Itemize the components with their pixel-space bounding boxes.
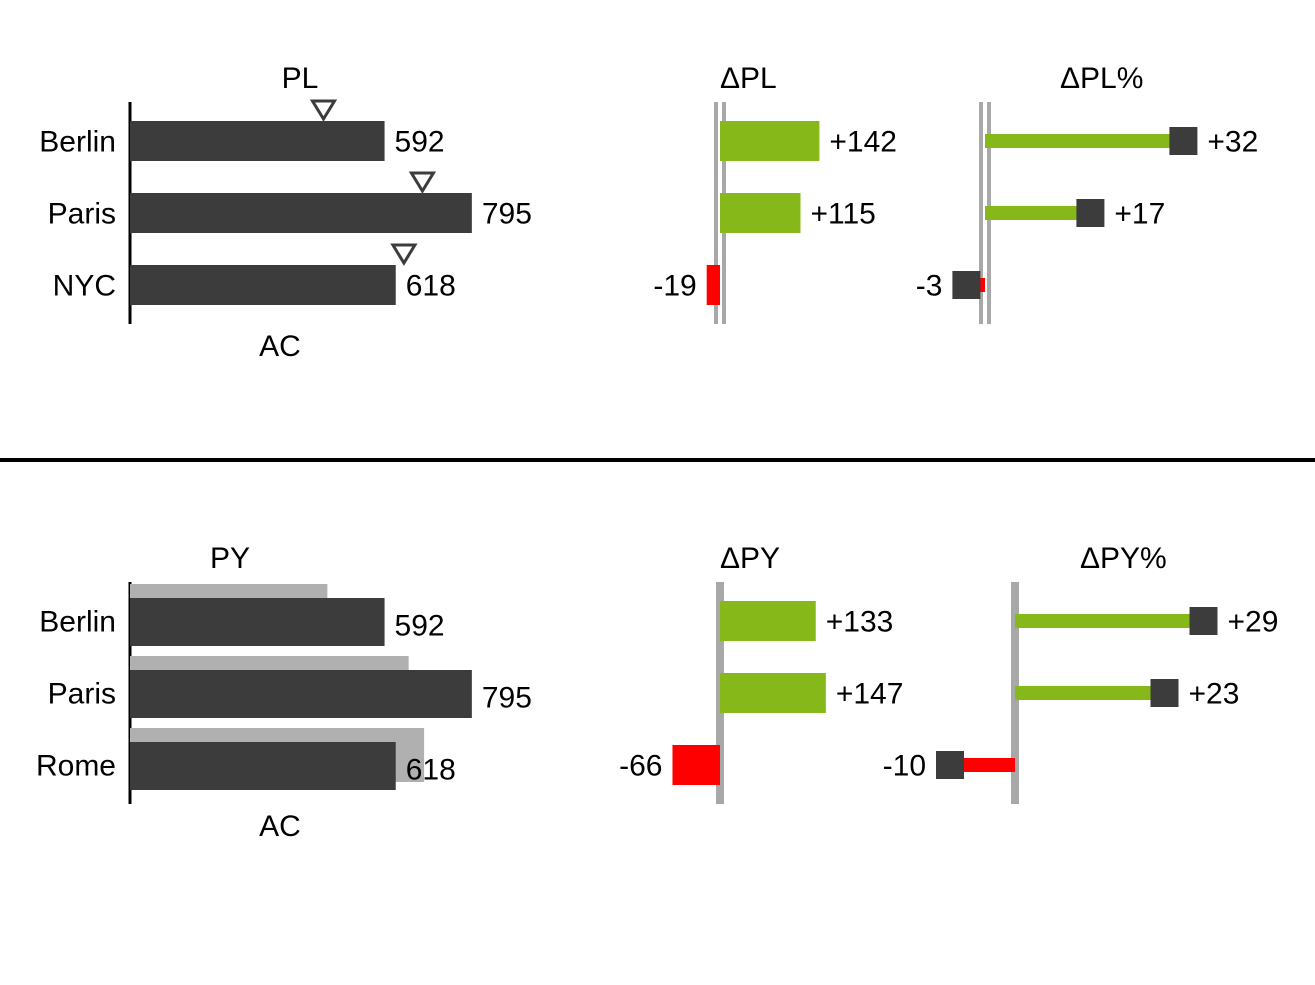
actual-value: 592: [395, 126, 445, 159]
category-label: Paris: [48, 678, 116, 711]
actual-bar: [130, 265, 396, 305]
compare-header: PY: [210, 542, 250, 575]
pct-value: -3: [916, 270, 943, 303]
delta-header: ΔPY: [720, 542, 780, 575]
pct-pin-icon: [1169, 127, 1197, 155]
plan-marker-icon: [411, 173, 433, 191]
pct-value: +17: [1114, 198, 1165, 231]
actual-value: 618: [406, 754, 456, 787]
delta-bar: [720, 673, 826, 713]
actual-value: 592: [395, 610, 445, 643]
delta-bar: [720, 121, 819, 161]
compare-header: PL: [282, 62, 319, 95]
actual-bar: [130, 121, 385, 161]
pct-pin-icon: [1076, 199, 1104, 227]
category-label: Paris: [48, 198, 116, 231]
delta-bar: [720, 601, 816, 641]
plan-marker-icon: [393, 245, 415, 263]
pct-pin-icon: [1151, 679, 1179, 707]
pct-value: -10: [883, 750, 926, 783]
delta-value: +133: [826, 606, 894, 639]
actual-bar: [130, 670, 472, 718]
delta-value: -19: [653, 270, 696, 303]
pct-value: +23: [1189, 678, 1240, 711]
series-label: AC: [259, 330, 301, 363]
pct-bar: [985, 134, 1183, 148]
delta-value: +115: [811, 198, 876, 231]
pct-pin-icon: [936, 751, 964, 779]
panel-bottom: PY Berlin 592 Paris 795 Rome 618 AC ΔPY +133 +147 -…: [36, 542, 1278, 843]
delta-value: +142: [829, 126, 897, 159]
category-label: NYC: [53, 270, 116, 303]
category-label: Rome: [36, 750, 116, 783]
actual-bar: [130, 193, 472, 233]
pct-pin-icon: [1190, 607, 1218, 635]
series-label: AC: [259, 810, 301, 843]
actual-value: 795: [482, 682, 532, 715]
delta-value: +147: [836, 678, 904, 711]
actual-value: 618: [406, 270, 456, 303]
actual-bar: [130, 598, 385, 646]
pct-bar: [1015, 614, 1204, 628]
delta-bar: [672, 745, 720, 785]
actual-value: 795: [482, 198, 532, 231]
pct-bar: [1015, 686, 1165, 700]
delta-bar: [707, 265, 720, 305]
actual-bar: [130, 742, 396, 790]
panel-top: PL Berlin 592 Paris 795 NYC 618 AC ΔPL +142 +115 -1…: [39, 62, 1258, 363]
pct-pin-icon: [952, 271, 980, 299]
delta-bar: [720, 193, 801, 233]
variance-chart: PL Berlin 592 Paris 795 NYC 618 AC ΔPL +142 +115 -1…: [0, 0, 1315, 985]
category-label: Berlin: [39, 126, 116, 159]
delta-header: ΔPL: [720, 62, 777, 95]
pct-bar: [985, 206, 1090, 220]
pct-value: +32: [1207, 126, 1258, 159]
pct-value: +29: [1228, 606, 1279, 639]
pct-header: ΔPY%: [1080, 542, 1167, 575]
pct-header: ΔPL%: [1060, 62, 1143, 95]
delta-value: -66: [619, 750, 662, 783]
category-label: Berlin: [39, 606, 116, 639]
plan-marker-icon: [313, 101, 335, 119]
